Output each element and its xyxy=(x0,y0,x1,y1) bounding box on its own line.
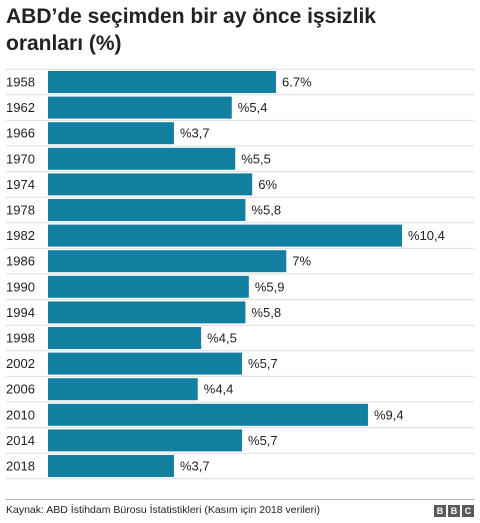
bbc-logo-letter: B xyxy=(448,505,460,517)
category-label: 1986 xyxy=(6,254,35,269)
bar xyxy=(48,327,202,349)
bar xyxy=(48,275,249,298)
value-label: %9,4 xyxy=(374,407,404,422)
bbc-logo: B B C xyxy=(434,505,474,517)
category-label: 1978 xyxy=(6,203,35,218)
chart-title: ABD’de seçimden bir ay önce işsizlik ora… xyxy=(6,5,376,55)
bar xyxy=(48,147,236,170)
value-label: %5,4 xyxy=(238,100,268,115)
bar-chart: 1958 6.7% 1962 %5,4 1966 %3,7 1970 %5,5 1974 6% 19… xyxy=(6,68,474,480)
category-label: 1958 xyxy=(6,75,35,90)
category-label: 2002 xyxy=(6,356,35,371)
category-label: 1982 xyxy=(6,228,35,243)
category-label: 2014 xyxy=(6,433,35,448)
bar xyxy=(48,352,243,375)
bar xyxy=(48,250,287,273)
value-label: %5,7 xyxy=(248,356,278,371)
category-label: 1970 xyxy=(6,151,35,166)
category-label: 1974 xyxy=(6,177,35,192)
bar xyxy=(48,173,253,196)
source-note: Kaynak: ABD İstihdam Bürosu İstatistikle… xyxy=(6,504,320,516)
category-label: 1994 xyxy=(6,305,35,320)
value-label: %5,5 xyxy=(241,151,271,166)
category-label: 1998 xyxy=(6,331,35,346)
value-label: %3,7 xyxy=(180,126,210,141)
bar xyxy=(48,378,198,401)
bar xyxy=(48,455,174,477)
bar xyxy=(48,403,368,426)
category-label: 1990 xyxy=(6,279,35,294)
category-label: 2006 xyxy=(6,382,35,397)
category-label: 2010 xyxy=(6,407,35,422)
bar xyxy=(48,301,246,324)
bar xyxy=(48,71,277,93)
value-label: %10,4 xyxy=(408,228,445,243)
value-label: %5,8 xyxy=(251,305,281,320)
value-label: %4,4 xyxy=(204,382,234,397)
category-label: 2018 xyxy=(6,459,35,474)
category-label: 1962 xyxy=(6,100,35,115)
bbc-logo-letter: B xyxy=(434,505,446,517)
bar xyxy=(48,199,246,221)
value-label: 6% xyxy=(258,177,277,192)
bar xyxy=(48,122,174,145)
bbc-logo-letter: C xyxy=(462,505,474,517)
value-label: 7% xyxy=(292,254,311,269)
footer-divider xyxy=(6,499,474,500)
value-label: %4,5 xyxy=(207,331,237,346)
bar xyxy=(48,429,243,452)
value-label: 6.7% xyxy=(282,75,312,90)
value-label: %5,7 xyxy=(248,433,278,448)
bar xyxy=(48,96,232,119)
category-label: 1966 xyxy=(6,126,35,141)
value-label: %5,9 xyxy=(255,279,285,294)
value-label: %3,7 xyxy=(180,459,210,474)
bar xyxy=(48,224,402,247)
value-label: %5,8 xyxy=(251,203,281,218)
